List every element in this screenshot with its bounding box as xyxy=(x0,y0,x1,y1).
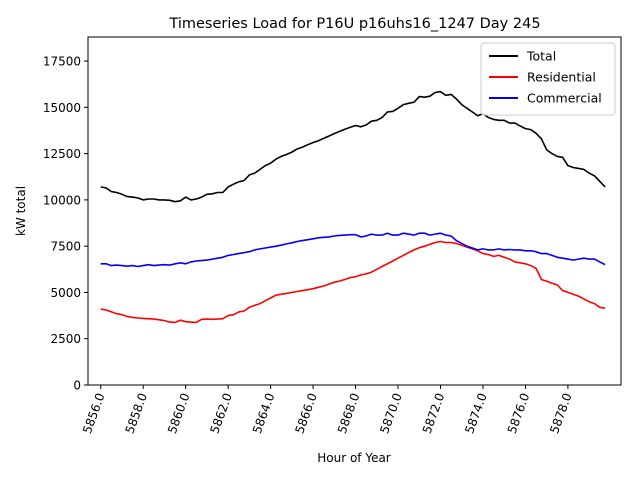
y-tick-label: 7500 xyxy=(50,240,81,254)
plot-lines xyxy=(100,90,606,324)
y-tick-label: 2500 xyxy=(50,332,81,346)
y-tick-label: 0 xyxy=(73,379,81,393)
y-tick-label: 17500 xyxy=(43,55,81,69)
axes-frame xyxy=(87,36,622,386)
legend-label: Commercial xyxy=(527,91,602,106)
chart-title: Timeseries Load for P16U p16uhs16_1247 D… xyxy=(168,16,540,32)
legend: Total Residential Commercial xyxy=(480,42,616,116)
x-axis-label: Hour of Year xyxy=(317,451,391,465)
series-line-residential xyxy=(100,240,606,324)
y-axis-label: kW total xyxy=(14,186,28,236)
legend-label: Total xyxy=(526,49,556,64)
y-tick-label: 5000 xyxy=(50,286,81,300)
legend-label: Residential xyxy=(527,70,596,85)
y-tick-label: 15000 xyxy=(43,101,81,115)
series-line-commercial xyxy=(100,232,606,268)
series-line-total xyxy=(100,90,606,203)
y-tick-label: 12500 xyxy=(43,147,81,161)
y-axis: 0 2500 5000 7500 10000 12500 15000 17500 xyxy=(43,55,88,393)
y-tick-label: 10000 xyxy=(43,193,81,207)
